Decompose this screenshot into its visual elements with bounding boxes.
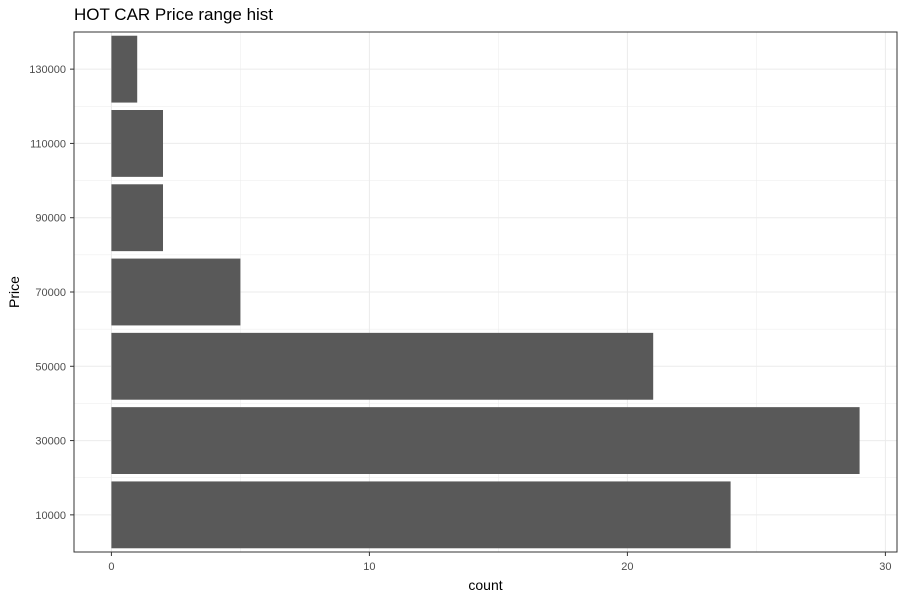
- bar-130000: [111, 35, 138, 103]
- bar-90000: [111, 184, 164, 252]
- bar-10000: [111, 481, 731, 549]
- bar-50000: [111, 332, 654, 400]
- x-tick-label: 10: [363, 561, 375, 573]
- bar-70000: [111, 258, 241, 326]
- x-tick-label: 0: [108, 561, 114, 573]
- y-tick-label: 90000: [35, 213, 66, 225]
- y-tick-label: 10000: [35, 510, 66, 522]
- bar-30000: [111, 407, 860, 474]
- y-tick-label: 110000: [30, 138, 66, 150]
- y-tick-label: 30000: [35, 436, 66, 448]
- bars: [111, 35, 860, 549]
- axis-ticks: 0 10 20 30 10000 30000 50000 70000 90000 110000 13…: [29, 64, 891, 573]
- x-tick-label: 30: [879, 561, 891, 573]
- chart-title: HOT CAR Price range hist: [74, 5, 274, 24]
- x-tick-label: 20: [621, 561, 633, 573]
- y-tick-label: 70000: [35, 287, 66, 299]
- bar-110000: [111, 110, 164, 177]
- y-tick-label: 50000: [35, 361, 66, 373]
- y-tick-label: 130000: [29, 64, 66, 76]
- y-axis-title: Price: [6, 276, 22, 308]
- x-axis-title: count: [468, 577, 502, 593]
